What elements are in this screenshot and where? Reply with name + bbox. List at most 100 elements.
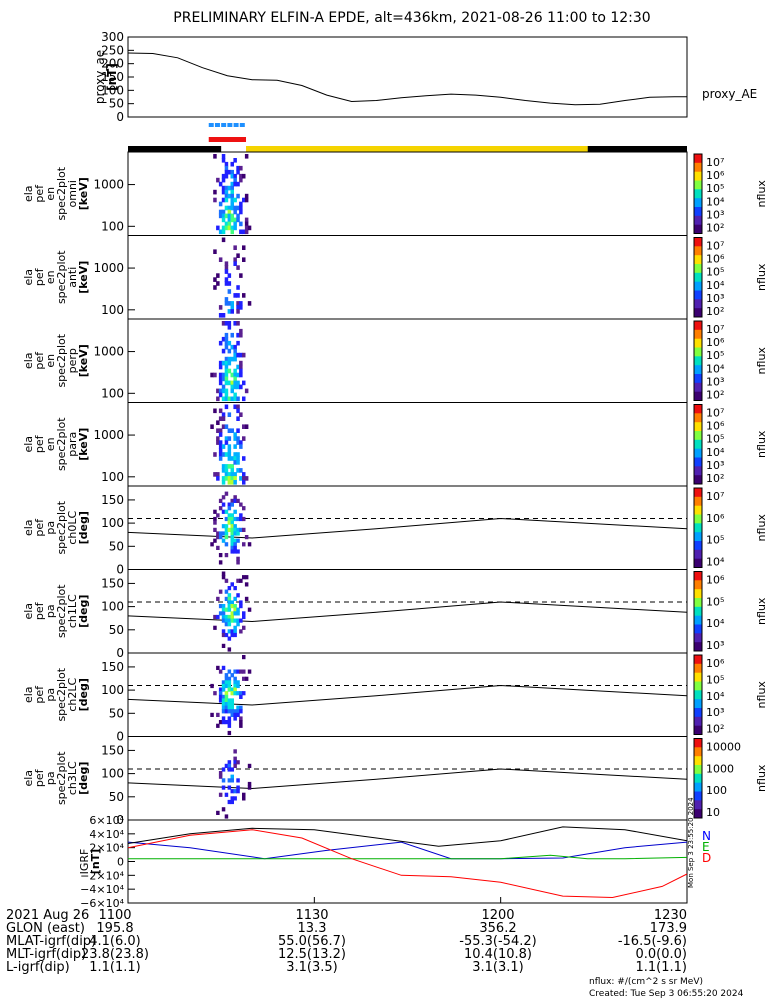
- spectrogram-pixel: [239, 328, 243, 334]
- spectrogram-pixel: [227, 476, 232, 481]
- spectrogram-pixel: [233, 495, 237, 500]
- spectrogram-pixel: [221, 785, 226, 790]
- spectrogram-pixel: [230, 332, 234, 338]
- spectrogram-pixel: [242, 472, 246, 477]
- panel-y-label: [deg]: [77, 762, 90, 795]
- spectrogram-pixel: [213, 452, 217, 457]
- spectrogram-pixel: [230, 468, 234, 473]
- spectrogram-pixel: [239, 516, 243, 522]
- spectrogram-pixel: [224, 340, 229, 346]
- spectrogram-pixel: [216, 712, 220, 717]
- spectrogram-pixel: [224, 213, 229, 219]
- spectrogram-pixel: [230, 691, 234, 696]
- panel-y-tick-label: 150: [101, 660, 124, 674]
- colorbar-tick-label: 10⁶: [706, 512, 725, 525]
- spectrogram-pixel: [221, 687, 226, 692]
- colorbar-tick-label: 1000: [706, 762, 734, 775]
- panel-y-tick-label: 100: [101, 600, 124, 614]
- colorbar-swatch: [694, 171, 702, 181]
- spectrogram-pixel: [236, 712, 240, 717]
- colorbar-swatch: [694, 198, 702, 208]
- igrf-y-tick-label: 0: [117, 856, 124, 869]
- spectrogram-pixel: [224, 269, 229, 274]
- spectrogram-pixel: [224, 464, 229, 469]
- spectrogram-pixel: [218, 428, 223, 433]
- spectrogram-pixel: [230, 301, 234, 306]
- colorbar-tick-label: 10⁵: [706, 182, 724, 195]
- panel-y-label: pa: [44, 771, 57, 785]
- colorbar-swatch: [694, 633, 702, 643]
- colorbar-swatch: [694, 466, 702, 476]
- spectrogram-pixel: [221, 698, 226, 703]
- spectrogram-pixel: [239, 716, 243, 721]
- spectrogram-pixel: [224, 265, 229, 270]
- spectrogram-pixel: [230, 372, 234, 378]
- colorbar-swatch: [694, 532, 702, 542]
- spectrogram-pixel: [216, 281, 220, 286]
- spectrogram-pixel: [224, 542, 229, 547]
- spectrogram-pixel: [227, 412, 232, 417]
- spectrogram-pixel: [236, 380, 240, 386]
- spectrogram-pixel: [227, 221, 232, 227]
- spectrogram-pixel: [233, 676, 237, 681]
- spectrogram-pixel: [233, 404, 237, 410]
- spectrogram-pixel: [230, 796, 234, 801]
- spectrogram-pixel: [227, 225, 232, 231]
- spectrogram-pixel: [242, 655, 246, 660]
- spectrogram-pixel: [221, 209, 226, 215]
- spectrogram-pixel: [218, 388, 223, 394]
- spectrogram-pixel: [230, 520, 234, 525]
- spectrogram-pixel: [227, 193, 232, 199]
- spectrogram-pixel: [230, 618, 234, 623]
- colorbar-tick-label: 10⁴: [706, 279, 725, 292]
- spectrogram-pixel: [244, 582, 249, 587]
- colorbar: 10000 1000 100 10 nflux: [693, 738, 768, 819]
- proxy-ae-frame: [127, 36, 688, 118]
- spectrogram-pixel: [227, 720, 232, 725]
- spectrogram-pixel: [221, 197, 226, 203]
- spectrogram-pixel: [216, 472, 220, 477]
- spectrogram-pixel: [233, 618, 237, 623]
- colorbar-swatch: [694, 809, 702, 819]
- spectrogram-pixel: [227, 448, 232, 453]
- spectrogram-pixel: [224, 527, 229, 532]
- spectrogram-pixel: [239, 360, 243, 366]
- spectrogram-pixel: [227, 325, 232, 330]
- orbit-row-value: 1230: [654, 908, 687, 923]
- panel-y-label: en: [44, 354, 57, 368]
- spectrogram-pixel: [227, 368, 232, 374]
- spectrogram-pixel: [236, 705, 240, 710]
- spectrogram-pixel: [233, 538, 237, 543]
- spectrogram-pixel: [221, 531, 226, 536]
- spectrogram-pixel: [230, 225, 234, 231]
- panel-y-label: spec2plot: [55, 751, 68, 805]
- orbit-row-value: -55.3(-54.2): [459, 934, 536, 949]
- colorbar-swatch: [694, 791, 702, 801]
- orbit-row-label: 2021 Aug 26: [6, 908, 89, 923]
- spectrogram-pixel: [230, 229, 234, 235]
- spectrogram-pixel: [216, 545, 220, 550]
- panel-y-tick-label: 150: [101, 576, 124, 590]
- spectrogram-pixel: [221, 509, 226, 514]
- panel-y-label: pef: [33, 267, 46, 286]
- spectrogram-pixel: [221, 321, 226, 326]
- spectrogram-pixel: [221, 607, 226, 612]
- spectrogram-pixel: [227, 683, 232, 689]
- spectrogram-pixel: [236, 560, 240, 565]
- colorbar-frame: [693, 237, 703, 318]
- colorbar-tick-label: 10⁶: [706, 574, 725, 587]
- spectrogram-pixel: [221, 464, 226, 469]
- spectrogram-pixel: [218, 392, 223, 398]
- spectrogram-pixel: [227, 709, 232, 714]
- spectrogram-pixel: [221, 173, 226, 179]
- spectrogram-pixel: [244, 535, 249, 540]
- panel-y-label: spec2plot: [55, 584, 68, 638]
- spectrogram-pixel: [230, 799, 234, 805]
- colorbar-swatch: [694, 329, 702, 340]
- spectrogram-pixel: [224, 169, 229, 175]
- spectrogram-pixel: [233, 293, 237, 298]
- spectrogram-pixel: [236, 593, 240, 598]
- panel-y-label: perp: [66, 348, 79, 373]
- spectrogram-pixel: [233, 716, 237, 721]
- panel-y-label: spec2plot: [55, 250, 68, 304]
